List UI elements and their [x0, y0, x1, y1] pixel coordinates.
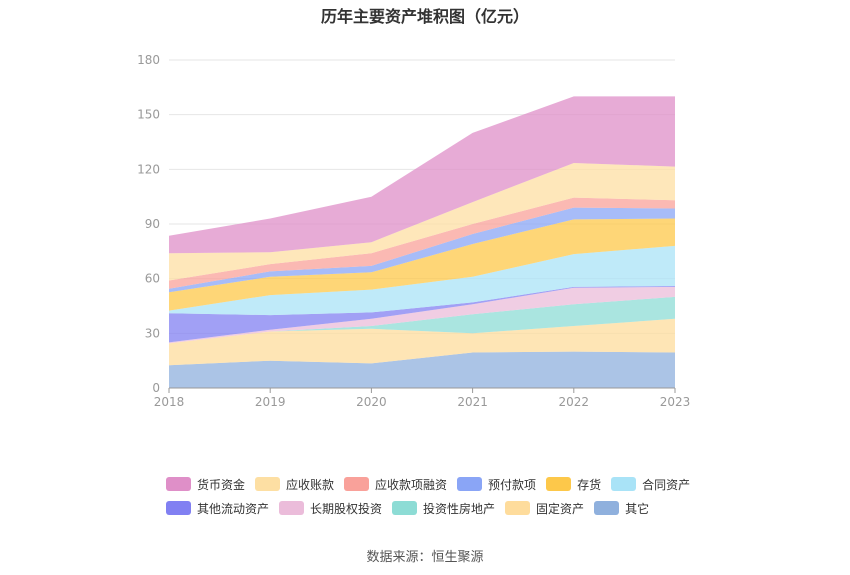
- legend-swatch: [255, 477, 281, 491]
- legend-swatch: [166, 477, 191, 491]
- area-series-存货: [169, 218, 675, 311]
- legend-item[interactable]: 合同资产: [611, 476, 690, 493]
- legend-label: 其它: [625, 501, 650, 516]
- legend-label: 其他流动资产: [197, 501, 270, 516]
- y-tick-label: 180: [137, 53, 160, 67]
- x-tick-label: 2021: [457, 395, 488, 409]
- legend-item[interactable]: 固定资产: [505, 500, 584, 517]
- legend-item[interactable]: 存货: [546, 476, 601, 493]
- legend-label: 存货: [577, 477, 602, 492]
- y-tick-label: 150: [137, 108, 160, 122]
- x-tick-label: 2019: [255, 395, 286, 409]
- legend-swatch: [392, 501, 418, 515]
- axes: 0 30 60 90 120 150 180 2018 2019 2020 2021 2022 2023: [137, 53, 690, 409]
- legend-label: 应收款项融资: [375, 477, 448, 492]
- legend-row: 货币资金 应收账款 应收款项融资 预付款项 存货 合同资产: [166, 472, 726, 496]
- source-note: 数据来源：恒生聚源: [366, 550, 484, 565]
- y-tick-label: 120: [137, 162, 160, 176]
- y-tick-label: 90: [145, 217, 160, 231]
- area-series-货币资金: [169, 96, 675, 254]
- legend-row: 其他流动资产 长期股权投资 投资性房地产 固定资产 其它: [166, 496, 726, 520]
- area-series-应收账款: [169, 163, 675, 281]
- legend-swatch: [166, 501, 191, 515]
- area-series: [169, 96, 675, 388]
- legend-label: 固定资产: [536, 501, 585, 516]
- chart-legend: 货币资金 应收账款 应收款项融资 预付款项 存货 合同资产 其他流动资产 长期股权投资 投资性…: [166, 472, 726, 520]
- x-tick-label: 2020: [356, 395, 387, 409]
- legend-item[interactable]: 长期股权投资: [279, 500, 382, 517]
- area-series-长期股权投资: [169, 286, 675, 344]
- y-tick-label: 60: [145, 272, 160, 286]
- y-tick-label: 0: [152, 381, 160, 395]
- legend-item[interactable]: 投资性房地产: [392, 500, 495, 517]
- legend-label: 应收账款: [286, 477, 335, 492]
- legend-label: 货币资金: [197, 477, 246, 492]
- area-series-固定资产: [169, 318, 675, 366]
- x-tick-label: 2018: [154, 395, 185, 409]
- legend-swatch: [546, 477, 572, 491]
- legend-label: 长期股权投资: [310, 501, 383, 516]
- x-tick-label: 2023: [660, 395, 691, 409]
- legend-label: 预付款项: [488, 477, 537, 492]
- legend-swatch: [611, 477, 637, 491]
- y-tick-label: 30: [145, 326, 160, 340]
- legend-item[interactable]: 其它: [594, 500, 649, 517]
- legend-swatch: [344, 477, 370, 491]
- x-tick-label: 2022: [559, 395, 590, 409]
- legend-item[interactable]: 应收款项融资: [344, 476, 447, 493]
- legend-item[interactable]: 应收账款: [255, 476, 334, 493]
- legend-item[interactable]: 其他流动资产: [166, 500, 269, 517]
- area-series-投资性房地产: [169, 296, 675, 344]
- legend-label: 投资性房地产: [423, 501, 496, 516]
- legend-swatch: [457, 477, 483, 491]
- area-series-应收款项融资: [169, 197, 675, 289]
- legend-swatch: [594, 501, 620, 515]
- area-series-其它: [169, 351, 675, 388]
- area-series-合同资产: [169, 245, 675, 316]
- legend-item[interactable]: 预付款项: [457, 476, 536, 493]
- legend-swatch: [505, 501, 531, 515]
- legend-label: 合同资产: [642, 477, 691, 492]
- legend-swatch: [279, 501, 305, 515]
- chart-title: 历年主要资产堆积图（亿元）: [320, 7, 529, 26]
- legend-item[interactable]: 货币资金: [166, 476, 245, 493]
